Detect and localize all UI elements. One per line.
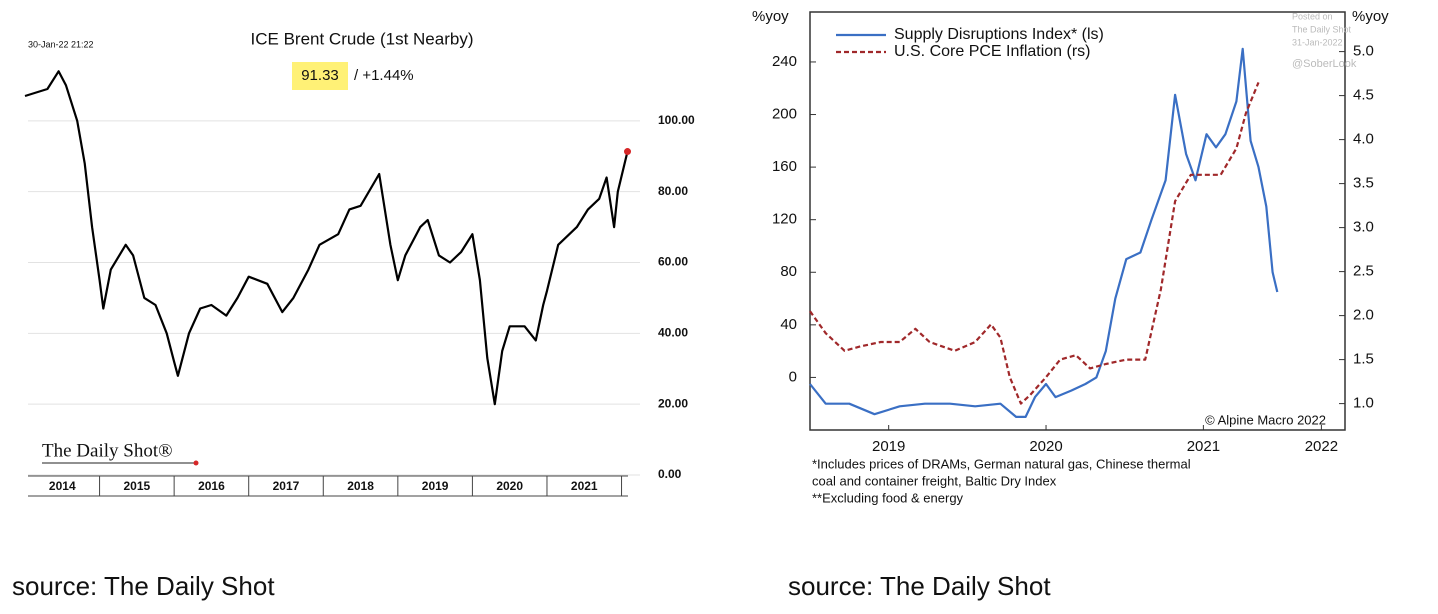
x-tick-label: 2018	[347, 479, 374, 493]
y-axis-title: %yoy	[752, 8, 789, 25]
y-tick-label: 40	[780, 316, 797, 333]
x-tick-label: 2019	[872, 438, 905, 455]
footnote: **Excluding food & energy	[812, 490, 964, 505]
last-point	[624, 148, 632, 156]
chart-title: ICE Brent Crude (1st Nearby)	[251, 29, 474, 48]
footnote: *Includes prices of DRAMs, German natura…	[812, 456, 1191, 471]
legend-label: Supply Disruptions Index* (ls)	[894, 26, 1104, 43]
y-tick-label: 60.00	[658, 255, 688, 269]
series-line	[809, 81, 1260, 405]
x-tick-label: 2021	[571, 479, 598, 493]
y-tick-label: 120	[772, 211, 797, 228]
y2-tick-label: 1.0	[1353, 395, 1374, 412]
y2-tick-label: 4.5	[1353, 87, 1374, 104]
y2-axis-title: %yoy	[1352, 8, 1389, 25]
copyright: © Alpine Macro 2022	[1205, 412, 1326, 427]
change: / +1.44%	[354, 67, 414, 84]
y-tick-label: 0	[789, 368, 797, 385]
x-tick-label: 2020	[496, 479, 523, 493]
watermark: The Daily Shot	[1292, 24, 1352, 34]
y-tick-label: 40.00	[658, 326, 688, 340]
y-tick-label: 160	[772, 158, 797, 175]
timestamp: 30-Jan-22 21:22	[28, 39, 94, 49]
x-tick-label: 2019	[422, 479, 449, 493]
y2-tick-label: 2.0	[1353, 307, 1374, 324]
y-tick-label: 80	[780, 263, 797, 280]
x-tick-label: 2014	[49, 479, 76, 493]
x-tick-label: 2015	[124, 479, 151, 493]
price: 91.33	[301, 67, 339, 84]
x-tick-label: 2021	[1187, 438, 1220, 455]
logo: The Daily Shot®	[42, 440, 173, 461]
y-tick-label: 100.00	[658, 113, 695, 127]
caption: source: The Daily Shot	[788, 571, 1051, 601]
y2-tick-label: 4.0	[1353, 131, 1374, 148]
price-highlight	[292, 62, 348, 90]
series-line	[809, 47, 1279, 418]
footnote: coal and container freight, Baltic Dry I…	[812, 473, 1057, 488]
y2-tick-label: 5.0	[1353, 43, 1374, 60]
y-tick-label: 80.00	[658, 184, 688, 198]
watermark: 31-Jan-2022	[1292, 37, 1343, 47]
watermark: @SoberLook	[1292, 58, 1357, 70]
price-line	[24, 70, 629, 406]
y2-tick-label: 2.5	[1353, 263, 1374, 280]
y2-tick-label: 3.5	[1353, 175, 1374, 192]
y-tick-label: 240	[772, 53, 797, 70]
x-tick-label: 2022	[1305, 438, 1338, 455]
logo-dot	[193, 460, 199, 466]
x-tick-label: 2016	[198, 479, 225, 493]
y-tick-label: 0.00	[658, 467, 682, 481]
y2-tick-label: 1.5	[1353, 351, 1374, 368]
y-tick-label: 200	[772, 105, 797, 122]
y-tick-label: 20.00	[658, 396, 688, 410]
watermark: Posted on	[1292, 11, 1333, 21]
x-tick-label: 2017	[273, 479, 300, 493]
legend-label: U.S. Core PCE Inflation (rs)	[894, 43, 1091, 60]
x-tick-label: 2020	[1029, 438, 1062, 455]
plot-frame	[809, 11, 1346, 431]
caption: source: The Daily Shot	[12, 571, 275, 601]
y2-tick-label: 3.0	[1353, 219, 1374, 236]
